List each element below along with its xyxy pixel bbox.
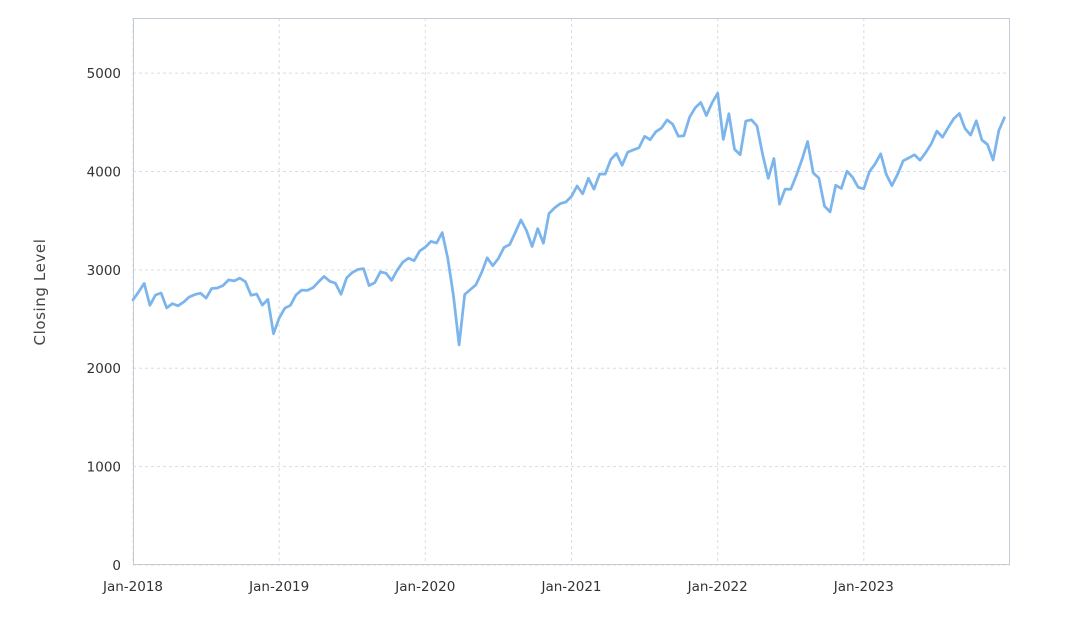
y-tick-label: 5000 — [87, 66, 121, 82]
x-tick-label: Jan-2020 — [394, 579, 455, 595]
x-tick-label: Jan-2018 — [102, 579, 163, 595]
y-axis-title: Closing Level — [31, 238, 49, 346]
x-tick-label: Jan-2022 — [687, 579, 748, 595]
y-tick-label: 0 — [112, 558, 121, 574]
x-tick-label: Jan-2021 — [540, 579, 601, 595]
x-tick-label: Jan-2019 — [248, 579, 309, 595]
closing-level-series — [131, 91, 1006, 347]
y-tick-label: 1000 — [87, 460, 121, 476]
plot-border — [133, 18, 1010, 565]
y-tick-label: 4000 — [87, 165, 121, 181]
y-tick-label: 3000 — [87, 263, 121, 279]
y-tick-label: 2000 — [87, 361, 121, 377]
x-tick-label: Jan-2023 — [833, 579, 894, 595]
